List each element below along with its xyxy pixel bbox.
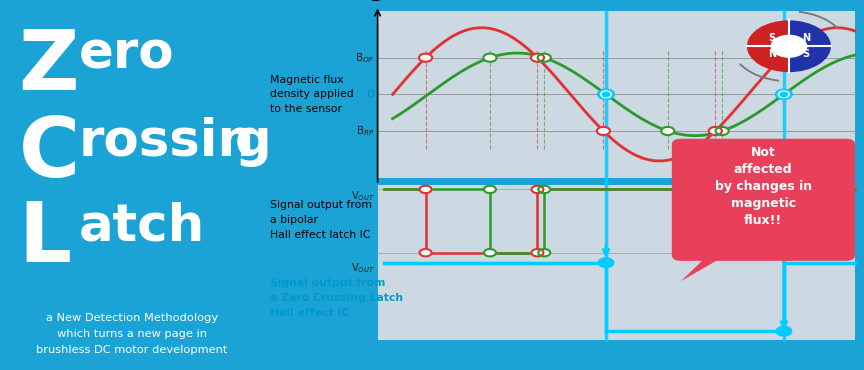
Circle shape	[598, 258, 613, 268]
Text: Signal output from
a Zero Crossing Latch
Hall effect IC: Signal output from a Zero Crossing Latch…	[270, 278, 403, 318]
Text: S: S	[802, 49, 810, 60]
FancyBboxPatch shape	[672, 139, 855, 261]
Text: S: S	[769, 33, 776, 43]
Text: V$_{OUT}$: V$_{OUT}$	[351, 189, 375, 202]
Circle shape	[661, 127, 675, 135]
Circle shape	[420, 186, 432, 193]
Circle shape	[530, 54, 544, 62]
Text: N: N	[768, 49, 776, 60]
Text: V$_{OUT}$: V$_{OUT}$	[351, 261, 375, 275]
Circle shape	[715, 127, 728, 135]
Circle shape	[483, 54, 497, 62]
Wedge shape	[789, 20, 831, 72]
Circle shape	[531, 186, 543, 193]
Text: L: L	[18, 198, 72, 279]
Text: Signal output from
a bipolar
Hall effect latch IC: Signal output from a bipolar Hall effect…	[270, 200, 372, 240]
Circle shape	[531, 249, 543, 256]
Text: C: C	[18, 113, 79, 194]
Text: N: N	[802, 33, 810, 43]
Text: atch: atch	[79, 202, 206, 252]
Circle shape	[484, 186, 496, 193]
Circle shape	[420, 249, 432, 256]
Wedge shape	[746, 20, 789, 72]
Circle shape	[538, 186, 550, 193]
FancyBboxPatch shape	[378, 185, 855, 257]
Circle shape	[776, 326, 791, 336]
Circle shape	[600, 91, 612, 98]
Circle shape	[598, 89, 614, 100]
Circle shape	[537, 54, 551, 62]
Circle shape	[778, 91, 789, 98]
FancyBboxPatch shape	[378, 11, 855, 178]
Circle shape	[708, 127, 722, 135]
Text: a New Detection Methodology
which turns a new page in
brushless DC motor develop: a New Detection Methodology which turns …	[36, 313, 227, 356]
Text: ero: ero	[79, 30, 175, 80]
Text: rossin: rossin	[79, 117, 255, 166]
Text: Not
affected
by changes in
magnetic
flux!!: Not affected by changes in magnetic flux…	[715, 146, 811, 227]
Circle shape	[419, 54, 432, 62]
Text: Magnetic flux
density applied
to the sensor: Magnetic flux density applied to the sen…	[270, 74, 353, 114]
Circle shape	[538, 249, 550, 256]
Circle shape	[602, 92, 610, 97]
Circle shape	[776, 89, 792, 100]
Text: g: g	[234, 117, 271, 166]
Text: Z: Z	[18, 26, 79, 107]
Circle shape	[597, 127, 610, 135]
Circle shape	[484, 249, 496, 256]
Circle shape	[772, 36, 807, 57]
Text: B: B	[372, 0, 382, 4]
Polygon shape	[681, 255, 726, 281]
Text: B$_{OP}$: B$_{OP}$	[355, 51, 375, 65]
Circle shape	[780, 92, 787, 97]
Text: B$_{RP}$: B$_{RP}$	[356, 124, 375, 138]
Text: 0: 0	[366, 88, 375, 101]
FancyBboxPatch shape	[378, 257, 855, 340]
